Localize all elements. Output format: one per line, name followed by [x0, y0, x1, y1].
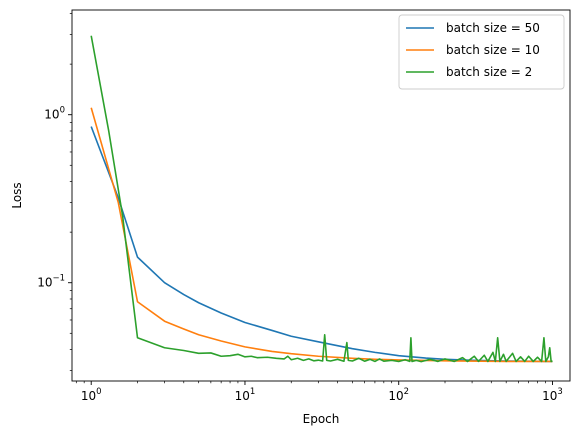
x-axis-label: Epoch: [303, 412, 340, 426]
legend-label-batch-2: batch size = 2: [446, 65, 532, 79]
legend-label-batch-10: batch size = 10: [446, 43, 540, 57]
series-line-1: [90, 107, 553, 363]
axis-ticks: 100 101 102 103 10−1 100: [37, 13, 563, 403]
x-tick-label-3: 103: [542, 387, 563, 403]
y-tick-label-1: 100: [44, 106, 65, 122]
x-tick-label-0: 100: [81, 387, 102, 403]
series-line-2: [90, 35, 553, 363]
y-axis-label: Loss: [10, 182, 24, 208]
legend: batch size = 50 batch size = 10 batch si…: [398, 14, 565, 90]
legend-label-batch-50: batch size = 50: [446, 21, 540, 35]
plot-frame: [71, 9, 571, 382]
y-tick-label-0: 10−1: [37, 274, 65, 290]
legend-box: [398, 14, 565, 90]
plot-lines: [90, 35, 553, 363]
series-line-0: [90, 126, 553, 363]
x-tick-label-1: 101: [235, 387, 256, 403]
x-tick-label-2: 102: [388, 387, 409, 403]
